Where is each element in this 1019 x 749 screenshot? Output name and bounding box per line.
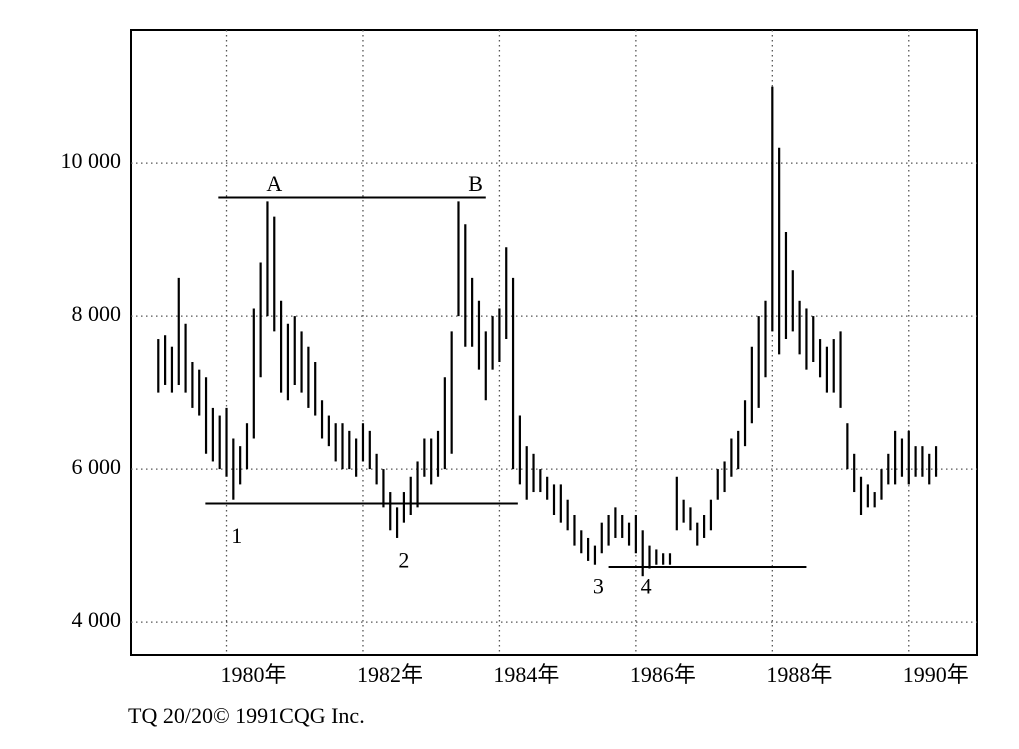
annotation: A [266, 171, 282, 196]
annotation: 4 [641, 573, 652, 598]
x-tick-label: 1982年 [357, 662, 423, 687]
x-tick-label: 1988年 [766, 662, 832, 687]
annotation: 3 [593, 573, 604, 598]
plot-frame [130, 29, 978, 656]
x-tick-label: 1990年 [903, 662, 969, 687]
y-tick-label: 6 000 [72, 454, 122, 479]
x-tick-label: 1986年 [630, 662, 696, 687]
footer: TQ 20/20© 1991CQG Inc. [128, 703, 365, 728]
x-tick-label: 1980年 [221, 662, 287, 687]
annotation: 1 [231, 523, 242, 548]
y-tick-label: 10 000 [61, 148, 122, 173]
annotation: 2 [398, 547, 409, 572]
x-tick-label: 1984年 [493, 662, 559, 687]
y-tick-label: 8 000 [72, 301, 122, 326]
annotation: B [468, 171, 483, 196]
y-tick-label: 4 000 [72, 607, 122, 632]
